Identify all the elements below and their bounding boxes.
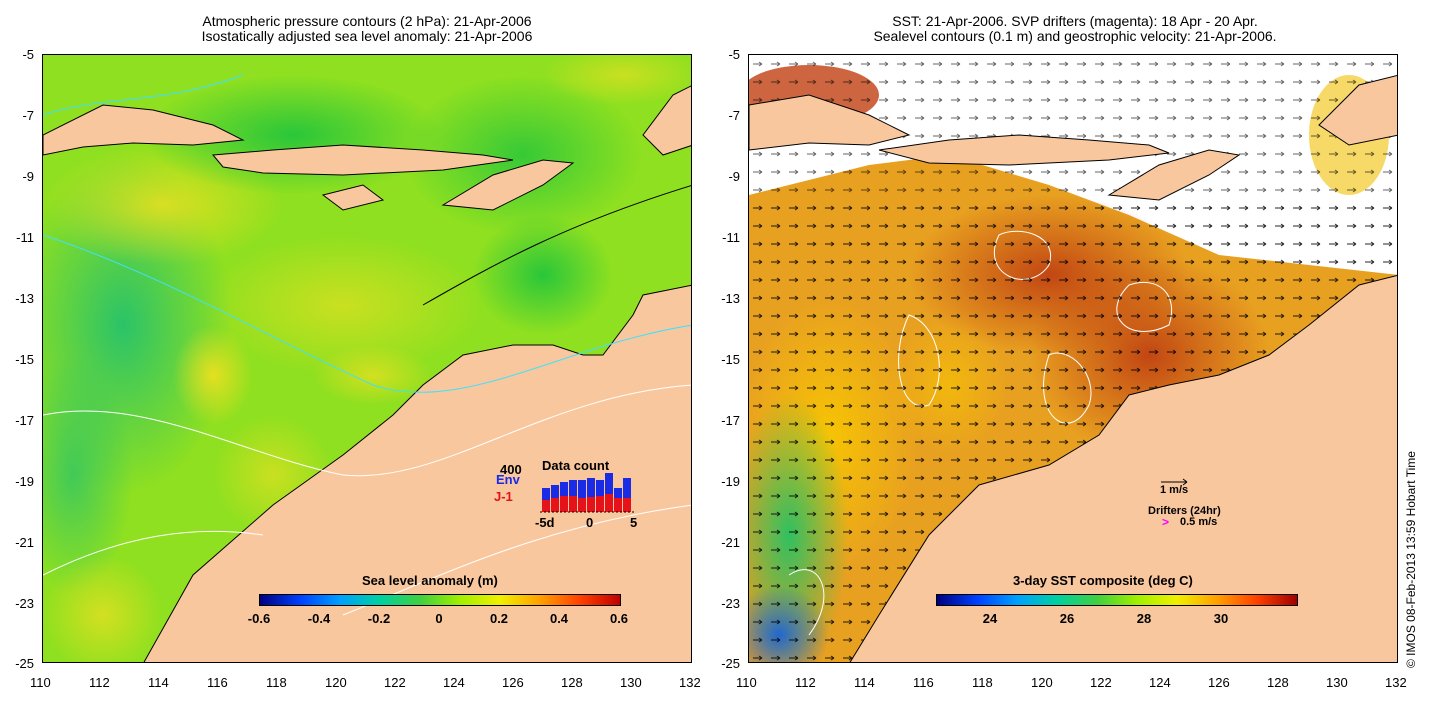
lat-tick: -15	[721, 352, 740, 367]
lon-tick: 126	[502, 675, 524, 690]
velocity-scale-label: 1 m/s	[1160, 484, 1189, 496]
lon-tick: 112	[795, 675, 816, 690]
lon-tick: 112	[89, 675, 110, 690]
left-title-line2: Isostatically adjusted sea level anomaly…	[201, 28, 533, 44]
lat-tick: -11	[16, 230, 34, 245]
drifters-label: Drifters (24hr)	[1148, 505, 1221, 517]
inset-j1-label: J-1	[494, 489, 513, 504]
lon-tick: 116	[913, 675, 934, 690]
left-colorbar-tick: -0.2	[367, 611, 391, 626]
inset-xtick: 5	[630, 515, 638, 530]
left-colorbar-tick: -0.4	[307, 611, 331, 626]
right-title-line2: Sealevel contours (0.1 m) and geostrophi…	[873, 28, 1277, 44]
lon-tick: 116	[207, 675, 228, 690]
lat-tick: -13	[721, 291, 740, 306]
left-colorbar-tick: 0.2	[489, 611, 509, 626]
lat-tick: -25	[15, 656, 34, 671]
left-colorbar-title: Sea level anomaly (m)	[362, 573, 498, 588]
drifter-marker-icon: >	[1162, 515, 1170, 529]
left-map-graphic	[43, 55, 691, 662]
lon-tick: 124	[1149, 675, 1171, 690]
inset-xtick: 0	[586, 515, 594, 530]
lat-tick: -23	[15, 596, 34, 611]
right-colorbar-tick: 26	[1059, 611, 1075, 626]
lon-tick: 114	[854, 675, 875, 690]
lon-tick: 118	[972, 675, 993, 690]
left-sea-level-map	[42, 54, 692, 663]
lat-tick: -23	[721, 596, 740, 611]
right-colorbar-tick: 30	[1213, 611, 1229, 626]
left-colorbar-tick: -0.6	[247, 611, 271, 626]
drifter-scale-label: 0.5 m/s	[1180, 516, 1218, 528]
left-title-line1: Atmospheric pressure contours (2 hPa): 2…	[202, 13, 532, 29]
left-colorbar-tick: 0.6	[609, 611, 629, 626]
lon-tick: 128	[1267, 675, 1289, 690]
left-colorbar	[259, 594, 621, 606]
inset-title: Data count	[542, 458, 610, 473]
lat-tick: -19	[721, 474, 740, 489]
copyright-notice: © IMOS 08-Feb-2013 13:59 Hobart Time	[1404, 451, 1418, 668]
right-colorbar	[936, 594, 1298, 606]
lon-tick: 122	[384, 675, 406, 690]
lat-tick: -15	[15, 352, 34, 367]
inset-count-label: 400	[500, 462, 522, 477]
lat-tick: -19	[15, 474, 34, 489]
right-title-line1: SST: 21-Apr-2006. SVP drifters (magenta)…	[892, 13, 1258, 29]
lon-tick: 130	[1326, 675, 1348, 690]
right-colorbar-tick: 28	[1136, 611, 1152, 626]
right-map-title: SST: 21-Apr-2006. SVP drifters (magenta)…	[800, 14, 1350, 44]
lon-tick: 132	[1385, 675, 1407, 690]
lat-tick: -11	[722, 230, 740, 245]
lat-tick: -13	[15, 291, 34, 306]
left-colorbar-tick: 0.4	[549, 611, 569, 626]
data-count-chart	[540, 473, 636, 513]
right-colorbar-title: 3-day SST composite (deg C)	[1013, 573, 1193, 588]
lon-tick: 128	[561, 675, 583, 690]
lon-tick: 118	[266, 675, 287, 690]
lat-tick: -25	[721, 656, 740, 671]
lat-tick: -21	[721, 535, 740, 550]
right-colorbar-tick: 24	[982, 611, 998, 626]
lat-tick: -17	[15, 413, 34, 428]
lon-tick: 130	[620, 675, 642, 690]
lon-tick: 110	[30, 675, 51, 690]
lon-tick: 132	[679, 675, 701, 690]
lat-tick: -9	[22, 169, 34, 184]
lon-tick: 120	[1031, 675, 1053, 690]
inset-xtick: -5d	[535, 515, 555, 530]
lon-tick: 120	[325, 675, 347, 690]
lat-tick: -7	[728, 108, 740, 123]
lat-tick: -21	[15, 535, 34, 550]
data-count-bars	[542, 473, 631, 512]
lat-tick: -9	[728, 169, 740, 184]
lon-tick: 124	[443, 675, 465, 690]
left-colorbar-tick: 0	[435, 611, 443, 626]
lat-tick: -17	[721, 413, 740, 428]
lon-tick: 114	[148, 675, 169, 690]
left-map-title: Atmospheric pressure contours (2 hPa): 2…	[112, 14, 622, 44]
right-sst-map	[748, 54, 1398, 663]
right-map-graphic	[749, 55, 1397, 662]
lat-tick: -5	[728, 47, 740, 62]
lon-tick: 110	[736, 675, 757, 690]
lat-tick: -5	[22, 47, 34, 62]
lon-tick: 122	[1090, 675, 1112, 690]
inset-env-label: Env	[496, 472, 520, 487]
lat-tick: -7	[22, 108, 34, 123]
lon-tick: 126	[1208, 675, 1230, 690]
